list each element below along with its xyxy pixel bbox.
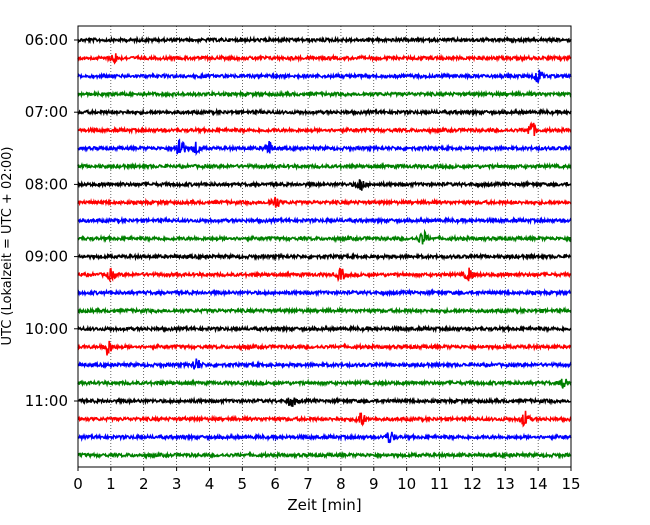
y-tick-label: 08:00: [25, 175, 68, 193]
seismogram-trace: [77, 340, 572, 356]
y-tick-label: 07:00: [25, 103, 68, 121]
seismogram-trace: [77, 267, 572, 284]
seismogram-trace: [77, 251, 572, 262]
seismogram-trace: [77, 35, 572, 45]
seismogram-trace: [77, 215, 572, 226]
x-tick-label: 12: [463, 475, 482, 493]
x-tick-label: 15: [561, 475, 580, 493]
seismogram-trace: [77, 431, 572, 444]
seismogram-trace: [77, 358, 572, 370]
y-tick-label: 06:00: [25, 31, 68, 49]
x-tick-label: 8: [336, 475, 346, 493]
seismogram-trace: [77, 89, 572, 99]
x-tick-label: 11: [430, 475, 449, 493]
x-axis-label: Zeit [min]: [287, 496, 361, 514]
seismogram-trace: [77, 138, 572, 157]
x-tick-label: 0: [73, 475, 83, 493]
y-tick-label: 11:00: [25, 392, 68, 410]
seismogram-trace: [77, 121, 572, 136]
x-tick-label: 4: [205, 475, 215, 493]
seismogram-trace: [77, 305, 572, 316]
seismogram-trace: [77, 196, 572, 208]
seismogram-trace: [77, 287, 572, 298]
x-tick-label: 9: [369, 475, 379, 493]
y-tick-label: 09:00: [25, 248, 68, 266]
x-tick-label: 6: [270, 475, 280, 493]
plot-frame: [77, 25, 572, 468]
x-tick-label: 7: [303, 475, 313, 493]
trace-layer: [77, 35, 572, 460]
seismogram-trace: [77, 69, 572, 83]
x-tick-label: 1: [106, 475, 116, 493]
x-tick-label: 13: [496, 475, 515, 493]
seismogram-trace: [77, 450, 572, 460]
seismogram-trace: [77, 410, 572, 428]
seismogram-trace: [77, 107, 572, 118]
y-axis-label: UTC (Lokalzeit = UTC + 02:00): [0, 147, 15, 346]
seismogram-trace: [77, 228, 572, 245]
y-tick-label: 10:00: [25, 320, 68, 338]
x-tick-label: 3: [172, 475, 182, 493]
seismogram-trace: [77, 53, 572, 65]
x-tick-label: 5: [238, 475, 248, 493]
x-tick-label: 2: [139, 475, 149, 493]
x-tick-label: 10: [397, 475, 416, 493]
seismogram-trace: [77, 178, 572, 191]
seismogram-trace: [77, 161, 572, 172]
seismogram-trace: [77, 378, 572, 389]
x-tick-label: 14: [529, 475, 548, 493]
seismogram-trace: [77, 396, 572, 407]
seismogram-trace: [77, 324, 572, 334]
